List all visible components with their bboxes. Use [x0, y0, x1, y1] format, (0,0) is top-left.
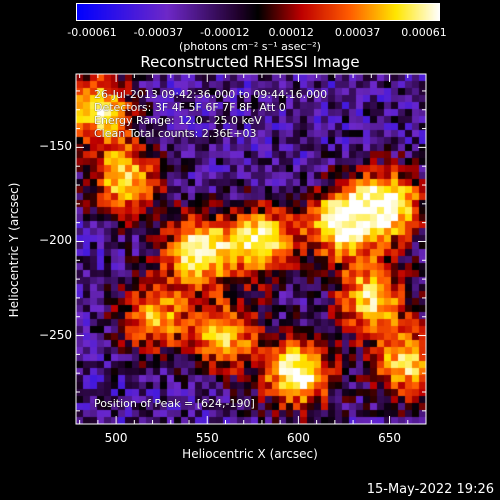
y-tick-label: −150	[39, 139, 72, 154]
y-tick-label: −250	[39, 327, 72, 342]
colorbar-units: (photons cm⁻² s⁻¹ asec⁻²)	[179, 40, 321, 53]
colorbar-tick-label: -0.00037	[133, 26, 184, 39]
plot-frame	[75, 73, 427, 425]
colorbar-tick-label: -0.00061	[67, 26, 117, 39]
colorbar-tick-label: -0.00012	[200, 26, 250, 39]
x-axis-label: Heliocentric X (arcsec)	[182, 447, 318, 461]
x-tick-label: 650	[378, 431, 401, 445]
x-tick-label: 500	[104, 431, 128, 445]
colorbar-tick-label: 0.00037	[334, 26, 381, 39]
annotation-peak: Position of Peak = [624,-190]	[94, 397, 255, 410]
x-tick-label: 600	[286, 431, 310, 445]
heatmap-image	[76, 74, 426, 424]
colorbar-tick-label: 0.00012	[268, 26, 314, 39]
chart-title: Reconstructed RHESSI Image	[140, 53, 360, 71]
y-axis-label: Heliocentric Y (arcsec)	[7, 182, 21, 318]
footer-date: 15-May-2022 19:26	[366, 482, 494, 497]
annotation-energy: Energy Range: 12.0 - 25.0 keV	[94, 114, 262, 127]
x-tick-label: 550	[195, 431, 219, 445]
annotation-counts: Clean Total counts: 2.36E+03	[94, 127, 257, 140]
colorbar-tick-label: 0.00061	[401, 26, 447, 39]
colorbar	[76, 3, 440, 21]
annotation-detectors: Detectors: 3F 4F 5F 6F 7F 8F, Att 0	[94, 101, 286, 114]
y-tick-label: −200	[39, 233, 72, 248]
annotation-time: 26-Jul-2013 09:42:36.000 to 09:44:16.000	[94, 88, 328, 101]
colorbar-frame	[76, 3, 440, 21]
